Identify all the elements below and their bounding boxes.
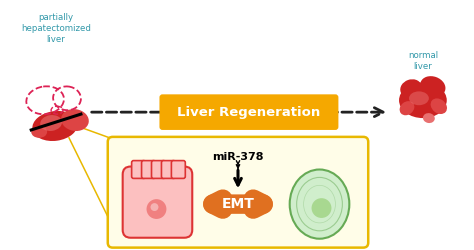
Ellipse shape <box>400 101 414 115</box>
Ellipse shape <box>400 79 422 98</box>
Ellipse shape <box>420 76 446 97</box>
Ellipse shape <box>40 115 62 131</box>
Ellipse shape <box>430 98 447 114</box>
Circle shape <box>311 198 331 218</box>
Ellipse shape <box>61 109 89 131</box>
Ellipse shape <box>423 113 435 123</box>
FancyBboxPatch shape <box>172 160 185 178</box>
Ellipse shape <box>31 126 47 138</box>
Ellipse shape <box>399 82 447 118</box>
Text: EMT: EMT <box>221 197 255 211</box>
FancyBboxPatch shape <box>162 160 175 178</box>
FancyBboxPatch shape <box>123 166 192 238</box>
Text: partially
hepatectomized
liver: partially hepatectomized liver <box>21 13 91 44</box>
Text: normal
liver: normal liver <box>408 51 438 71</box>
FancyBboxPatch shape <box>108 137 368 248</box>
Circle shape <box>151 203 158 211</box>
Ellipse shape <box>409 92 429 105</box>
Text: miR-378: miR-378 <box>212 152 264 162</box>
Ellipse shape <box>290 170 349 239</box>
FancyBboxPatch shape <box>152 160 165 178</box>
FancyBboxPatch shape <box>142 160 155 178</box>
Ellipse shape <box>32 111 78 141</box>
Circle shape <box>146 199 166 219</box>
FancyBboxPatch shape <box>132 160 146 178</box>
FancyBboxPatch shape <box>159 94 338 130</box>
Text: Liver Regeneration: Liver Regeneration <box>177 106 320 119</box>
